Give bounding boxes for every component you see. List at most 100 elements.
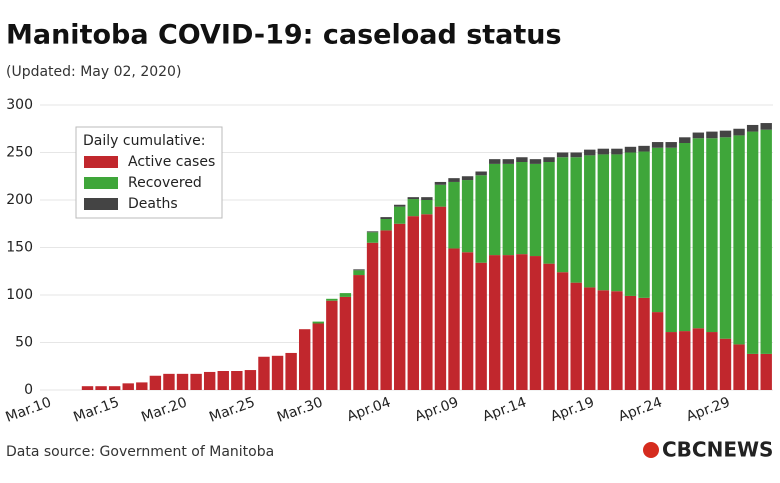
x-tick-label: Apr.14 <box>481 394 529 425</box>
y-tick-label: 0 <box>24 382 33 398</box>
bar-segment <box>149 375 162 390</box>
bar-segment <box>407 199 419 217</box>
bar-segment <box>624 152 637 296</box>
bar-segment <box>339 293 352 297</box>
x-tick-label: Mar.10 <box>4 394 54 425</box>
bar-segment <box>421 214 433 390</box>
legend-swatch <box>84 177 118 189</box>
bar-segment <box>529 159 542 164</box>
y-tick-label: 200 <box>6 192 33 208</box>
bar-segment <box>502 163 515 256</box>
bar-segment <box>665 147 677 333</box>
bar-segment <box>461 176 474 181</box>
bar-segment <box>719 130 732 138</box>
bar-segment <box>489 163 501 256</box>
x-tick-label: Apr.29 <box>684 394 732 424</box>
bar-segment <box>136 382 148 390</box>
bar-segment <box>380 219 392 231</box>
y-tick-label: 50 <box>15 335 33 351</box>
bar-segment <box>733 135 745 345</box>
bar-segment <box>258 356 270 390</box>
bar-segment <box>556 157 569 273</box>
bar-segment <box>651 312 664 390</box>
bar-segment <box>706 131 718 139</box>
bar-segment <box>665 332 677 390</box>
bar-segment <box>339 296 352 390</box>
bar-segment <box>475 171 487 176</box>
bar-segment <box>760 129 772 354</box>
bar-segment <box>407 197 419 200</box>
x-tick-label: Mar.20 <box>139 394 189 425</box>
bar-segment <box>611 148 623 155</box>
bar-segment <box>421 197 433 200</box>
bar-segment <box>719 137 732 339</box>
y-tick-label: 250 <box>6 145 33 161</box>
bar-segment <box>570 157 582 283</box>
bar-segment <box>543 263 555 390</box>
bar-segment <box>95 386 107 390</box>
x-tick-label: Mar.30 <box>275 394 325 425</box>
logo: CBCNEWS <box>662 438 773 462</box>
chart-title: Manitoba COVID-19: caseload status <box>6 20 562 51</box>
bar-segment <box>584 155 596 288</box>
y-tick-label: 150 <box>6 240 33 256</box>
bar-segment <box>692 328 705 390</box>
bar-segment <box>638 151 650 298</box>
bar-segment <box>733 128 745 136</box>
bar-segment <box>692 132 705 139</box>
bar-segment <box>353 270 365 276</box>
bar-segment <box>434 184 447 207</box>
bar-segment <box>529 256 542 390</box>
bar-segment <box>163 373 175 390</box>
bar-segment <box>231 371 243 390</box>
x-tick-label: Apr.09 <box>413 394 461 424</box>
bar-segment <box>285 352 297 390</box>
bar-segment <box>597 290 610 390</box>
bar-segment <box>475 262 487 390</box>
bar-segment <box>679 143 691 332</box>
bar-segment <box>584 287 596 390</box>
bar-segment <box>502 255 515 390</box>
bar-segment <box>719 338 732 390</box>
legend-swatch <box>84 156 118 168</box>
bar-segment <box>434 206 447 390</box>
bar-segment <box>611 291 623 390</box>
bar-segment <box>108 386 121 390</box>
y-tick-label: 100 <box>6 287 33 303</box>
bar-segment <box>624 146 637 153</box>
bar-segment <box>597 154 610 291</box>
bar-segment <box>679 137 691 143</box>
bar-segment <box>217 371 229 390</box>
bar-segment <box>366 232 379 243</box>
x-tick-label: Mar.15 <box>71 394 121 425</box>
legend-title: Daily cumulative: <box>83 133 205 149</box>
bar-segment <box>366 231 379 233</box>
bar-segment <box>746 353 759 390</box>
bar-segment <box>380 230 392 390</box>
bar-segment <box>543 157 555 162</box>
bar-segment <box>448 248 460 390</box>
bar-segment <box>651 142 664 148</box>
bar-segment <box>706 332 718 390</box>
bar-segment <box>760 353 772 390</box>
legend-label: Active cases <box>128 154 215 170</box>
bar-segment <box>516 162 528 255</box>
bar-segment <box>570 152 582 158</box>
bar-segment <box>516 254 528 390</box>
bar-segment <box>312 323 324 390</box>
bar-segment <box>353 275 365 390</box>
bar-segment <box>312 321 324 324</box>
bar-segment <box>556 272 569 390</box>
bar-segment <box>556 152 569 158</box>
bar-segment <box>692 138 705 329</box>
bar-segment <box>489 255 501 390</box>
bar-segment <box>584 149 596 156</box>
bar-segment <box>407 216 419 390</box>
bar-segment <box>366 242 379 390</box>
bar-segment <box>190 373 202 390</box>
logo-icon <box>643 442 659 458</box>
bar-segment <box>475 175 487 263</box>
bar-segment <box>394 223 406 390</box>
bar-segment <box>81 386 94 390</box>
